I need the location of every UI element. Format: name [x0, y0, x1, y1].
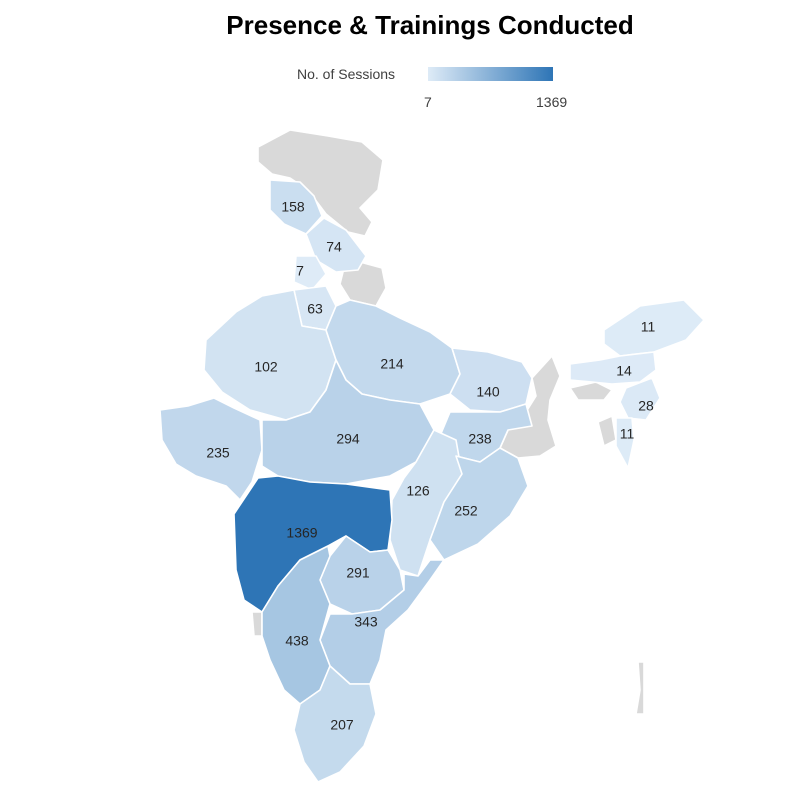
legend-min-value: 7: [424, 94, 432, 110]
region-assam[interactable]: [569, 351, 657, 385]
label-tamil-nadu: 207: [330, 717, 354, 733]
label-chhattisgarh: 126: [406, 483, 430, 499]
region-gujarat[interactable]: [159, 397, 263, 501]
label-maharashtra: 1369: [286, 525, 317, 541]
label-bihar: 140: [476, 384, 500, 400]
region-himachal-pradesh[interactable]: [269, 179, 323, 235]
map-title: Presence & Trainings Conducted: [226, 10, 634, 40]
region-chhattisgarh[interactable]: [389, 429, 463, 577]
region-madhya-pradesh[interactable]: [261, 359, 435, 485]
value-labels: 158 74 7 63 102 214 140 11 14 28 11 235 …: [206, 199, 655, 733]
region-mizoram[interactable]: [615, 417, 635, 469]
region-manipur-mizoram[interactable]: [619, 377, 661, 421]
label-manipur: 28: [638, 398, 654, 414]
label-delhi: 7: [296, 263, 304, 279]
label-uttar-pradesh: 214: [380, 356, 404, 372]
legend-color-scale: [428, 67, 553, 81]
label-rajasthan: 102: [254, 359, 278, 375]
label-karnataka: 438: [285, 633, 309, 649]
label-andhra-pradesh: 343: [354, 614, 378, 630]
region-odisha[interactable]: [429, 447, 529, 561]
region-uttarakhand[interactable]: [339, 261, 387, 307]
region-tamil-nadu-kerala[interactable]: [293, 665, 377, 783]
legend-max-value: 1369: [536, 94, 568, 110]
region-goa[interactable]: [251, 611, 263, 637]
region-bihar[interactable]: [449, 347, 533, 413]
label-odisha: 252: [454, 503, 478, 519]
region-delhi[interactable]: [293, 255, 327, 291]
region-meghalaya[interactable]: [569, 381, 613, 401]
region-tripura[interactable]: [597, 415, 617, 447]
region-karnataka[interactable]: [261, 545, 331, 705]
region-jammu-kashmir[interactable]: [257, 129, 384, 237]
label-gujarat: 235: [206, 445, 230, 461]
legend-label: No. of Sessions: [297, 66, 396, 82]
label-himachal-pradesh: 158: [281, 199, 305, 215]
label-jharkhand: 238: [468, 431, 492, 447]
region-arunachal-pradesh[interactable]: [603, 299, 705, 357]
label-telangana: 291: [346, 565, 370, 581]
label-arunachal-pradesh: 11: [641, 319, 656, 335]
label-madhya-pradesh: 294: [336, 431, 360, 447]
label-punjab-haryana: 74: [326, 239, 342, 255]
label-mizoram: 11: [620, 426, 635, 442]
label-assam: 14: [616, 363, 632, 379]
label-haryana: 63: [307, 301, 323, 317]
region-andaman-nicobar[interactable]: [635, 661, 645, 715]
